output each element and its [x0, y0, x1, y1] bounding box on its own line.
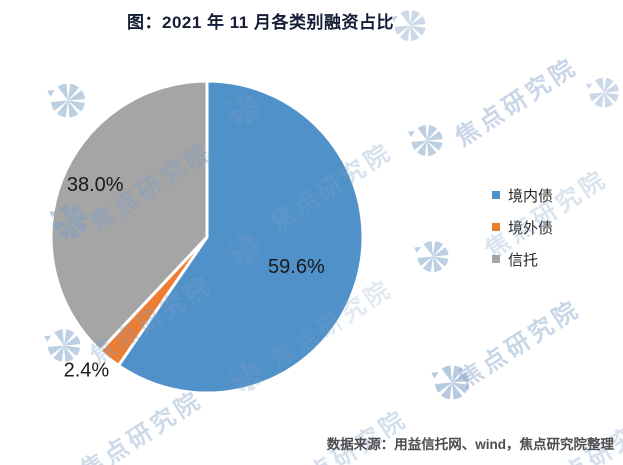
legend-label: 境外债 — [508, 219, 554, 237]
legend-swatch — [492, 191, 500, 199]
pie-label-0: 59.6% — [268, 256, 325, 278]
pie-slice-0 — [117, 79, 365, 395]
legend-swatch — [492, 223, 500, 231]
pie-slice-2 — [49, 79, 209, 353]
chart-title: 图：2021 年 11 月各类别融资占比 — [127, 13, 394, 32]
legend: 境内债 境外债 信托 — [492, 186, 553, 282]
source-note: 数据来源：用益信托网、wind，焦点研究院整理 — [326, 437, 614, 452]
pie-label-1: 2.4% — [64, 360, 110, 382]
legend-swatch — [492, 255, 500, 263]
legend-label: 境内债 — [508, 187, 554, 205]
legend-item-1: 境外债 — [492, 218, 554, 237]
legend-item-0: 境内债 — [492, 186, 554, 205]
pie-label-2: 38.0% — [67, 174, 124, 196]
legend-label: 信托 — [508, 251, 539, 269]
legend-item-2: 信托 — [492, 250, 553, 269]
